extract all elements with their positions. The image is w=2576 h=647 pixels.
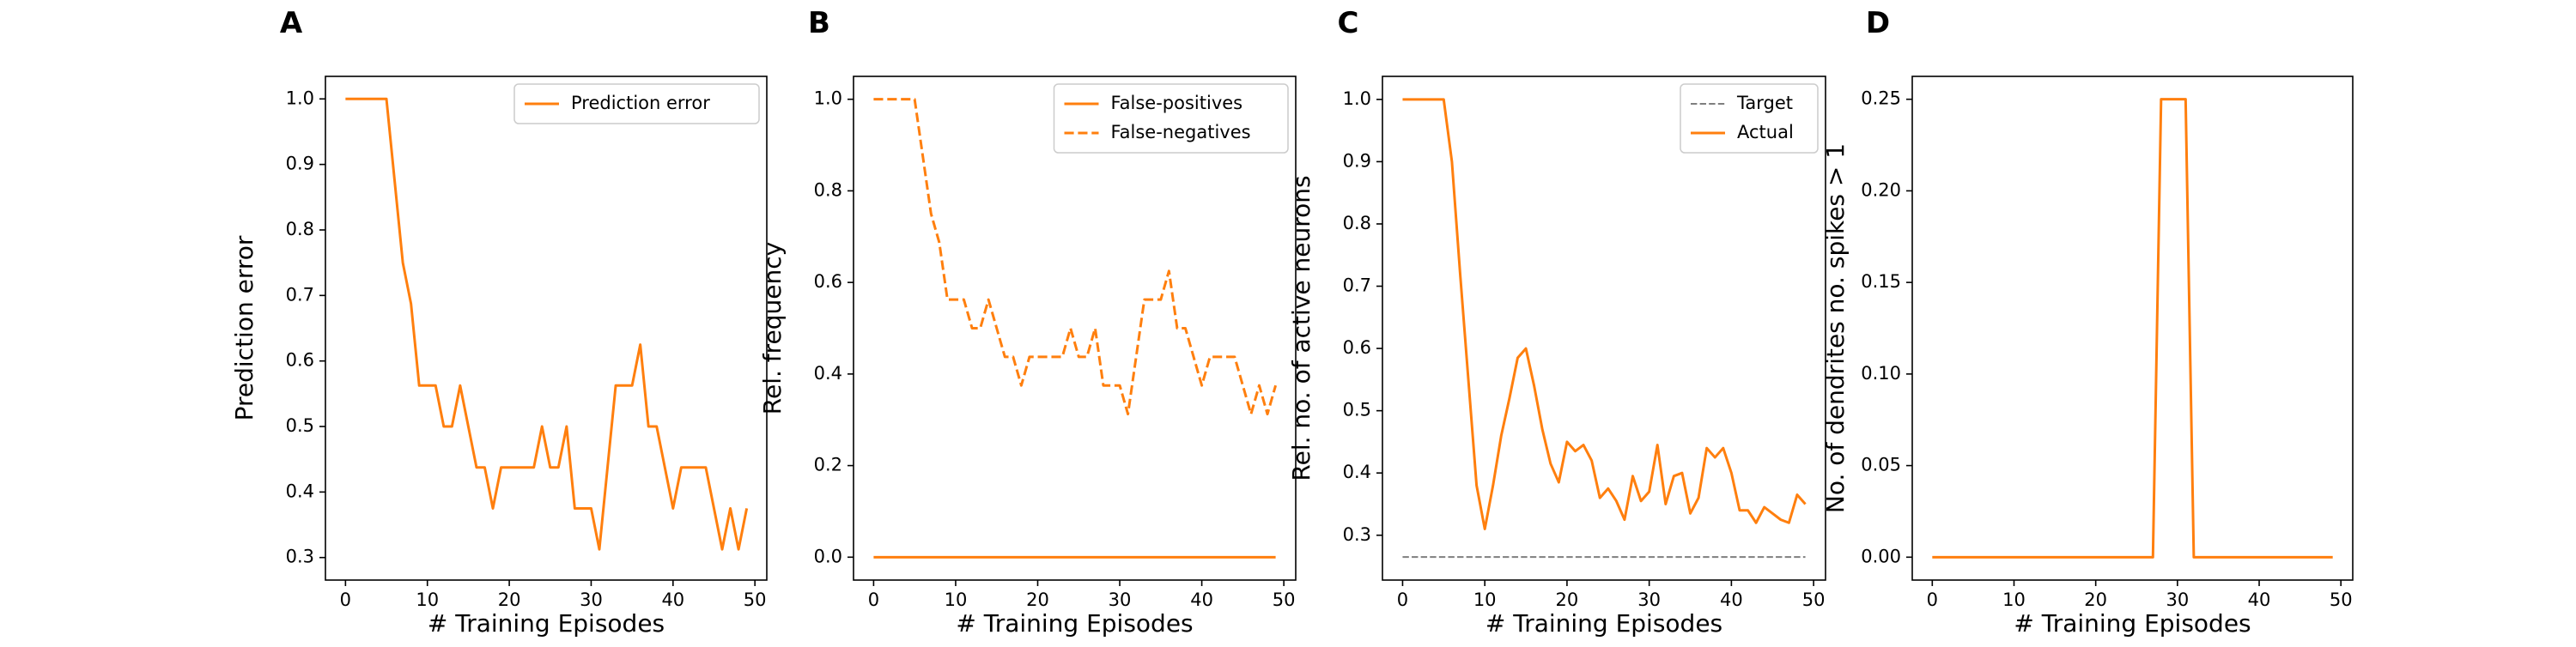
y-tick-label: 0.6 xyxy=(1343,337,1371,358)
y-tick-label: 1.0 xyxy=(286,88,314,108)
x-axis-label: # Training Episodes xyxy=(428,609,665,638)
y-tick-label: 0.4 xyxy=(1343,462,1371,482)
y-tick-label: 0.7 xyxy=(1343,275,1371,296)
y-tick-label: 0.0 xyxy=(814,546,842,566)
x-tick-label: 10 xyxy=(945,590,968,610)
plot-frame xyxy=(1911,76,2354,581)
y-tick-label: 0.2 xyxy=(814,455,842,475)
x-tick-label: 50 xyxy=(1802,590,1826,610)
data-line xyxy=(1932,98,2333,559)
y-tick-label: 0.6 xyxy=(814,271,842,292)
x-tick-label: 40 xyxy=(1190,590,1213,610)
x-tick-label: 30 xyxy=(1637,590,1661,610)
y-tick-label: 0.8 xyxy=(1343,213,1371,233)
y-tick-label: 0.00 xyxy=(1861,546,1901,566)
y-tick-label: 0.4 xyxy=(286,481,314,501)
x-tick-label: 20 xyxy=(2084,590,2107,610)
y-axis-label: Prediction error xyxy=(230,235,258,420)
y-tick-label: 0.9 xyxy=(286,154,314,174)
x-axis-label: # Training Episodes xyxy=(1485,609,1722,638)
plot-frame xyxy=(325,76,768,581)
plot-frame xyxy=(853,76,1297,581)
y-tick-label: 1.0 xyxy=(1343,88,1371,109)
x-tick-label: 50 xyxy=(1273,590,1296,610)
panel-title: A xyxy=(280,6,303,40)
y-tick-label: 0.4 xyxy=(814,363,842,384)
x-tick-label: 10 xyxy=(1473,590,1497,610)
y-tick-label: 0.5 xyxy=(286,415,314,436)
x-tick-label: 20 xyxy=(498,590,521,610)
x-tick-label: 10 xyxy=(416,590,439,610)
y-tick-label: 1.0 xyxy=(814,88,842,109)
y-tick-label: 0.05 xyxy=(1861,455,1901,475)
y-tick-label: 0.10 xyxy=(1861,363,1901,384)
x-tick-label: 20 xyxy=(1026,590,1049,610)
data-line xyxy=(1402,98,1807,530)
y-tick-label: 0.8 xyxy=(814,179,842,200)
y-axis-label: Rel. frequency xyxy=(758,242,787,414)
x-axis-label: # Training Episodes xyxy=(2014,609,2251,638)
x-tick-label: 40 xyxy=(1720,590,1743,610)
x-tick-label: 0 xyxy=(340,590,351,610)
x-tick-label: 20 xyxy=(1556,590,1579,610)
y-tick-label: 0.3 xyxy=(1343,524,1371,545)
y-axis-label: No. of dendrites no. spikes > 1 xyxy=(1821,143,1850,513)
y-tick-label: 0.25 xyxy=(1861,88,1901,109)
x-tick-label: 0 xyxy=(868,590,879,610)
y-tick-label: 0.3 xyxy=(286,547,314,567)
x-tick-label: 30 xyxy=(2166,590,2189,610)
panel-title: D xyxy=(1866,6,1890,40)
panel-title: C xyxy=(1338,6,1359,40)
x-tick-label: 0 xyxy=(1397,590,1408,610)
legend-box xyxy=(1053,83,1289,154)
legend-label: Actual xyxy=(1737,122,1794,142)
y-tick-label: 0.5 xyxy=(1343,400,1371,420)
legend-label: Prediction error xyxy=(571,93,710,113)
y-tick-label: 0.7 xyxy=(286,284,314,305)
x-tick-label: 50 xyxy=(744,590,767,610)
x-tick-label: 10 xyxy=(2002,590,2026,610)
x-tick-label: 30 xyxy=(580,590,603,610)
y-tick-label: 0.6 xyxy=(286,350,314,371)
y-axis-label: Rel. no. of active neurons xyxy=(1287,175,1315,481)
legend-label: False-negatives xyxy=(1111,122,1251,142)
x-tick-label: 40 xyxy=(661,590,684,610)
panel-title: B xyxy=(808,6,830,40)
legend-label: False-positives xyxy=(1111,93,1243,113)
x-tick-label: 30 xyxy=(1109,590,1132,610)
data-line xyxy=(873,98,1278,416)
data-line xyxy=(345,97,749,551)
legend-box xyxy=(513,83,760,124)
x-tick-label: 40 xyxy=(2248,590,2271,610)
x-tick-label: 50 xyxy=(2330,590,2353,610)
y-tick-label: 0.8 xyxy=(286,219,314,239)
y-tick-label: 0.9 xyxy=(1343,150,1371,171)
x-axis-label: # Training Episodes xyxy=(956,609,1193,638)
y-tick-label: 0.15 xyxy=(1861,271,1901,292)
legend-label: Target xyxy=(1736,93,1793,113)
legend-box xyxy=(1680,83,1819,154)
plot-frame xyxy=(1382,76,1826,581)
x-tick-label: 0 xyxy=(1927,590,1938,610)
y-tick-label: 0.20 xyxy=(1861,179,1901,200)
